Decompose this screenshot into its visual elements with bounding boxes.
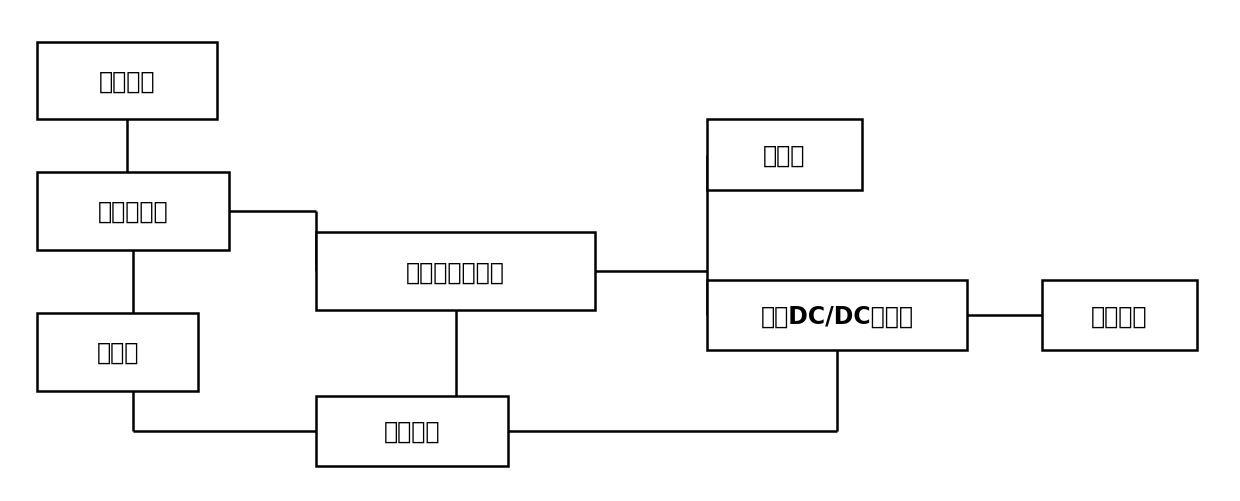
Bar — [37, 173, 229, 250]
Text: 蓄电池: 蓄电池 — [97, 340, 139, 364]
Text: 控制装置: 控制装置 — [384, 419, 440, 443]
Bar — [707, 281, 967, 351]
Text: 光伏阵列: 光伏阵列 — [99, 70, 155, 93]
Text: 智能汇流箱: 智能汇流箱 — [98, 200, 169, 223]
Text: 充电接口: 充电接口 — [1091, 304, 1147, 328]
Bar — [707, 120, 862, 190]
Text: 充电枪: 充电枪 — [763, 143, 806, 167]
Bar — [1042, 281, 1197, 351]
Bar — [316, 396, 508, 466]
Bar — [316, 233, 595, 311]
Text: 低压DC/DC变换器: 低压DC/DC变换器 — [760, 304, 914, 328]
Bar — [37, 43, 217, 120]
Bar — [37, 313, 198, 391]
Text: 直流固态变压器: 直流固态变压器 — [407, 260, 505, 284]
